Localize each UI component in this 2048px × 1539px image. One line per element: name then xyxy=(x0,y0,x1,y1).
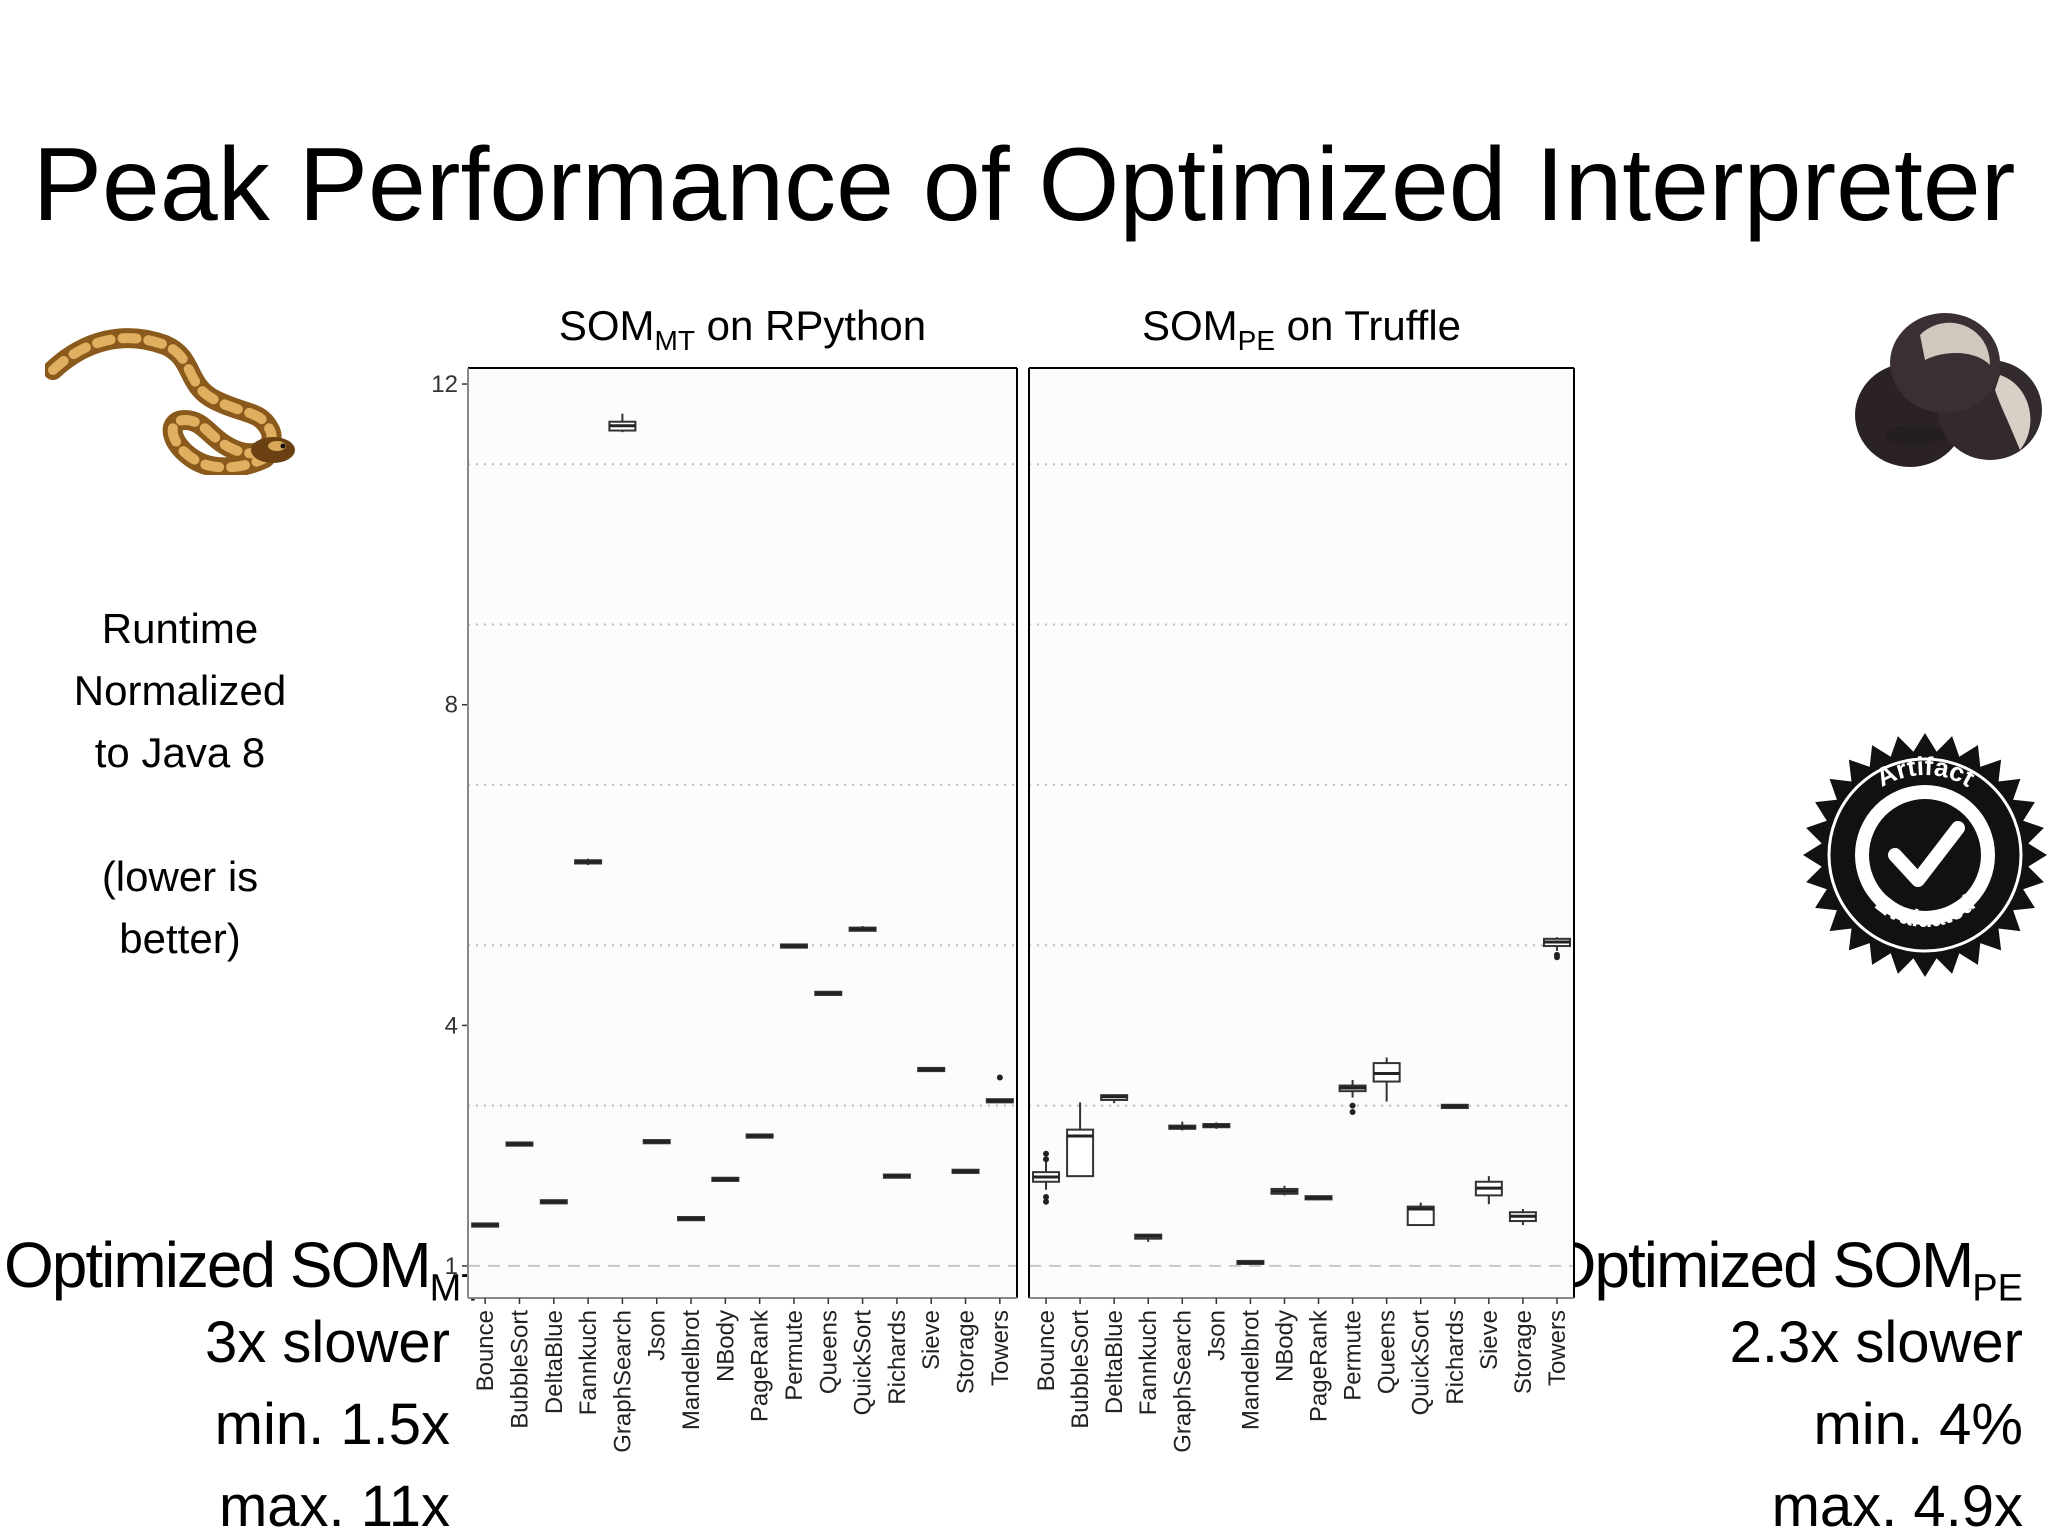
x-tick-label: Towers xyxy=(987,1310,1014,1386)
panel-background xyxy=(1029,368,1574,1298)
panel-title: SOMMT on RPython xyxy=(559,302,926,356)
left-summary-line-2: min. 1.5x xyxy=(214,1392,450,1457)
left-summary-line-3: max. 11x xyxy=(218,1474,450,1539)
x-tick-label: Richards xyxy=(1442,1310,1469,1405)
x-tick-label: Sieve xyxy=(918,1310,945,1370)
x-tick-label: PageRank xyxy=(747,1309,774,1422)
right-summary-title-main: Optimized SOM xyxy=(1546,1229,1975,1301)
y-caption-line: to Java 8 xyxy=(94,729,266,776)
y-caption-line: Normalized xyxy=(73,667,287,714)
panel-title: SOMPE on Truffle xyxy=(1142,302,1461,356)
x-tick-label: BubbleSort xyxy=(506,1310,533,1429)
panel-background xyxy=(468,368,1017,1298)
right-summary-line-1: 2.3x slower xyxy=(1729,1310,2023,1375)
box-outlier xyxy=(1043,1156,1050,1163)
box-outlier xyxy=(1043,1193,1050,1200)
x-tick-label: Towers xyxy=(1544,1310,1571,1386)
artifact-evaluated-badge: Artifact Evaluated xyxy=(1803,733,2047,977)
x-tick-label: BubbleSort xyxy=(1067,1310,1094,1429)
x-tick-label: DeltaBlue xyxy=(1101,1310,1128,1414)
box-outlier xyxy=(1349,1102,1356,1109)
x-tick-label: Bounce xyxy=(1033,1310,1060,1391)
box-outlier xyxy=(1043,1150,1050,1157)
x-tick-label: Sieve xyxy=(1476,1310,1503,1370)
box-outlier xyxy=(1349,1109,1356,1115)
left-summary-title-main: Optimized SOM xyxy=(4,1229,432,1301)
right-summary-title: Optimized SOMPE xyxy=(1547,1233,2023,1307)
y-tick-label: 4 xyxy=(445,1012,458,1039)
left-summary-title: Optimized SOMMT xyxy=(4,1233,485,1307)
truffle-icon xyxy=(1855,313,2042,467)
right-summary-title-sub: PE xyxy=(1972,1267,2023,1310)
y-caption-line: (lower is xyxy=(101,853,259,900)
y-tick-label: 8 xyxy=(445,692,458,719)
box-outlier xyxy=(996,1074,1003,1081)
x-tick-label: Fannkuch xyxy=(575,1310,602,1415)
x-tick-label: Storage xyxy=(1510,1310,1537,1394)
x-tick-label: Bounce xyxy=(472,1310,499,1391)
box-outlier xyxy=(1043,1198,1050,1205)
x-tick-label: Mandelbrot xyxy=(1237,1310,1264,1430)
x-tick-label: GraphSearch xyxy=(609,1310,636,1453)
y-caption-line: Runtime xyxy=(101,605,259,652)
x-tick-label: GraphSearch xyxy=(1169,1310,1196,1453)
y-tick-label: 12 xyxy=(431,371,458,398)
x-tick-label: PageRank xyxy=(1306,1309,1333,1422)
x-tick-label: Storage xyxy=(953,1310,980,1394)
x-tick-label: Queens xyxy=(1374,1310,1401,1394)
right-summary-line-3: max. 4.9x xyxy=(1771,1474,2023,1539)
x-tick-label: Richards xyxy=(884,1310,911,1405)
left-summary-line-1: 3x slower xyxy=(205,1310,450,1375)
x-tick-label: Fannkuch xyxy=(1135,1310,1162,1415)
x-tick-label: Mandelbrot xyxy=(678,1310,705,1430)
x-tick-label: Json xyxy=(1203,1310,1230,1361)
python-snake-icon xyxy=(45,328,295,475)
x-tick-label: QuickSort xyxy=(850,1310,877,1416)
right-summary-line-2: min. 4% xyxy=(1813,1392,2023,1457)
x-tick-label: Permute xyxy=(781,1310,808,1401)
x-tick-label: DeltaBlue xyxy=(541,1310,568,1414)
box-iqr xyxy=(1406,1205,1435,1227)
y-axis-caption: Runtime Normalized to Java 8 (lower is b… xyxy=(40,598,320,970)
x-tick-label: Permute xyxy=(1340,1310,1367,1401)
x-tick-label: NBody xyxy=(1271,1310,1298,1382)
x-tick-label: QuickSort xyxy=(1408,1310,1435,1416)
slide-title: Peak Performance of Optimized Interprete… xyxy=(32,127,2016,243)
x-tick-label: Json xyxy=(644,1310,671,1361)
y-caption-line: better) xyxy=(119,915,241,962)
y-tick-label: 1 xyxy=(445,1253,458,1280)
box-outlier xyxy=(1553,951,1560,958)
x-tick-label: Queens xyxy=(815,1310,842,1394)
x-tick-label: NBody xyxy=(712,1310,739,1382)
